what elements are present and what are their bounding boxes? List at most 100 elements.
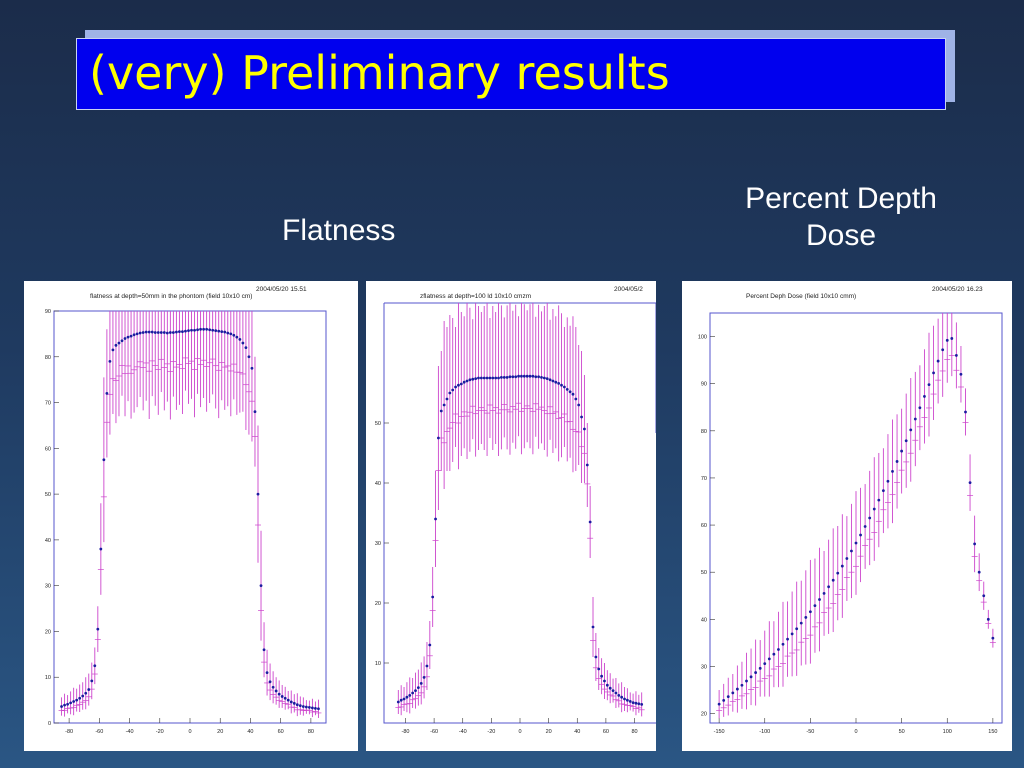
data-point — [763, 662, 767, 666]
data-point — [141, 331, 145, 334]
chart-flatness-100mm: zflatness at depth=100 ld 10x10 cmzm2004… — [375, 286, 656, 735]
data-point — [528, 374, 532, 378]
data-point — [274, 689, 278, 693]
y-tick-label: 40 — [45, 538, 51, 544]
data-point — [583, 427, 586, 431]
data-point — [479, 376, 483, 380]
data-point — [941, 348, 945, 352]
data-point — [414, 689, 417, 692]
data-point — [580, 415, 583, 419]
y-tick-label: 30 — [701, 664, 707, 670]
data-point — [508, 375, 512, 379]
data-point — [859, 533, 862, 537]
data-point — [594, 655, 598, 659]
chart-percent-depth-dose: Percent Deph Dose (field 10x10 cmm) 2004/… — [698, 286, 1003, 735]
y-tick-label: 30 — [375, 541, 381, 547]
data-point — [241, 341, 245, 345]
data-point — [117, 341, 121, 345]
data-point — [408, 694, 412, 697]
data-point — [531, 374, 535, 378]
data-point — [628, 700, 632, 703]
slide-title: (very) Preliminary results — [89, 46, 670, 100]
data-point — [268, 680, 272, 684]
data-point — [265, 671, 269, 675]
x-tick-label: 20 — [546, 729, 552, 735]
data-point — [262, 648, 266, 652]
data-point — [123, 337, 127, 340]
x-tick-label: 60 — [278, 729, 284, 735]
data-point — [836, 571, 840, 575]
data-point — [402, 697, 406, 701]
data-point — [184, 329, 187, 333]
data-point — [497, 376, 500, 380]
x-tick-label: 0 — [518, 729, 521, 735]
data-point — [968, 481, 972, 485]
data-point — [90, 679, 94, 683]
data-point — [950, 337, 954, 340]
data-point — [872, 507, 876, 511]
data-point — [927, 383, 931, 387]
x-tick-label: -60 — [95, 729, 103, 735]
data-point — [150, 330, 154, 334]
chart-date: 2004/05/2 — [614, 286, 643, 293]
data-point — [259, 584, 263, 588]
data-point — [226, 331, 230, 335]
data-point — [175, 330, 178, 334]
data-point — [868, 516, 872, 520]
chart-panel-percent-depth-dose: Percent Deph Dose (field 10x10 cmm) 2004/… — [682, 281, 1012, 751]
plot-area — [58, 311, 322, 718]
data-point — [945, 338, 949, 342]
data-point — [205, 327, 209, 331]
data-point — [75, 698, 79, 702]
data-point — [217, 329, 221, 333]
data-point — [114, 343, 118, 347]
data-point — [831, 578, 835, 582]
data-point — [238, 337, 242, 341]
data-point — [977, 570, 981, 574]
data-point — [964, 410, 967, 414]
data-point — [66, 702, 69, 706]
data-point — [437, 436, 440, 440]
y-tick-label: 50 — [701, 570, 707, 576]
y-tick-label: 90 — [45, 309, 51, 315]
x-tick-label: -50 — [806, 729, 814, 735]
data-point — [511, 375, 515, 379]
data-point — [845, 557, 849, 560]
data-point — [129, 334, 133, 338]
x-tick-label: 0 — [854, 729, 857, 735]
data-point — [314, 706, 317, 710]
x-tick-label: 0 — [188, 729, 191, 735]
data-point — [909, 428, 913, 432]
data-point — [162, 331, 166, 334]
data-point — [918, 406, 922, 410]
data-point — [214, 329, 218, 333]
chart-frame — [709, 312, 1003, 724]
plot-area — [716, 313, 996, 719]
data-point — [468, 378, 472, 382]
caption-pdd-line2: Dose — [805, 219, 877, 252]
data-point — [211, 328, 215, 332]
data-point — [135, 332, 139, 336]
data-point — [640, 703, 644, 706]
data-point — [153, 331, 157, 334]
data-point — [749, 675, 753, 679]
data-point — [144, 330, 148, 334]
x-tick-label: 40 — [247, 729, 253, 735]
data-point — [60, 705, 63, 708]
data-point — [81, 694, 85, 698]
data-point — [477, 376, 480, 380]
data-point — [574, 397, 578, 401]
y-tick-label: 0 — [48, 721, 51, 727]
data-point — [781, 642, 785, 646]
data-point — [913, 417, 917, 421]
data-point — [451, 388, 455, 392]
chart-panel-flatness-100mm: zflatness at depth=100 ld 10x10 cmzm 2004… — [366, 281, 656, 751]
data-point — [431, 595, 435, 599]
data-point — [614, 691, 618, 695]
y-tick-label: 10 — [375, 661, 381, 667]
y-tick-label: 30 — [45, 584, 51, 590]
data-point — [731, 691, 735, 695]
data-point — [471, 377, 475, 381]
data-point — [78, 696, 82, 700]
data-point — [277, 692, 281, 696]
